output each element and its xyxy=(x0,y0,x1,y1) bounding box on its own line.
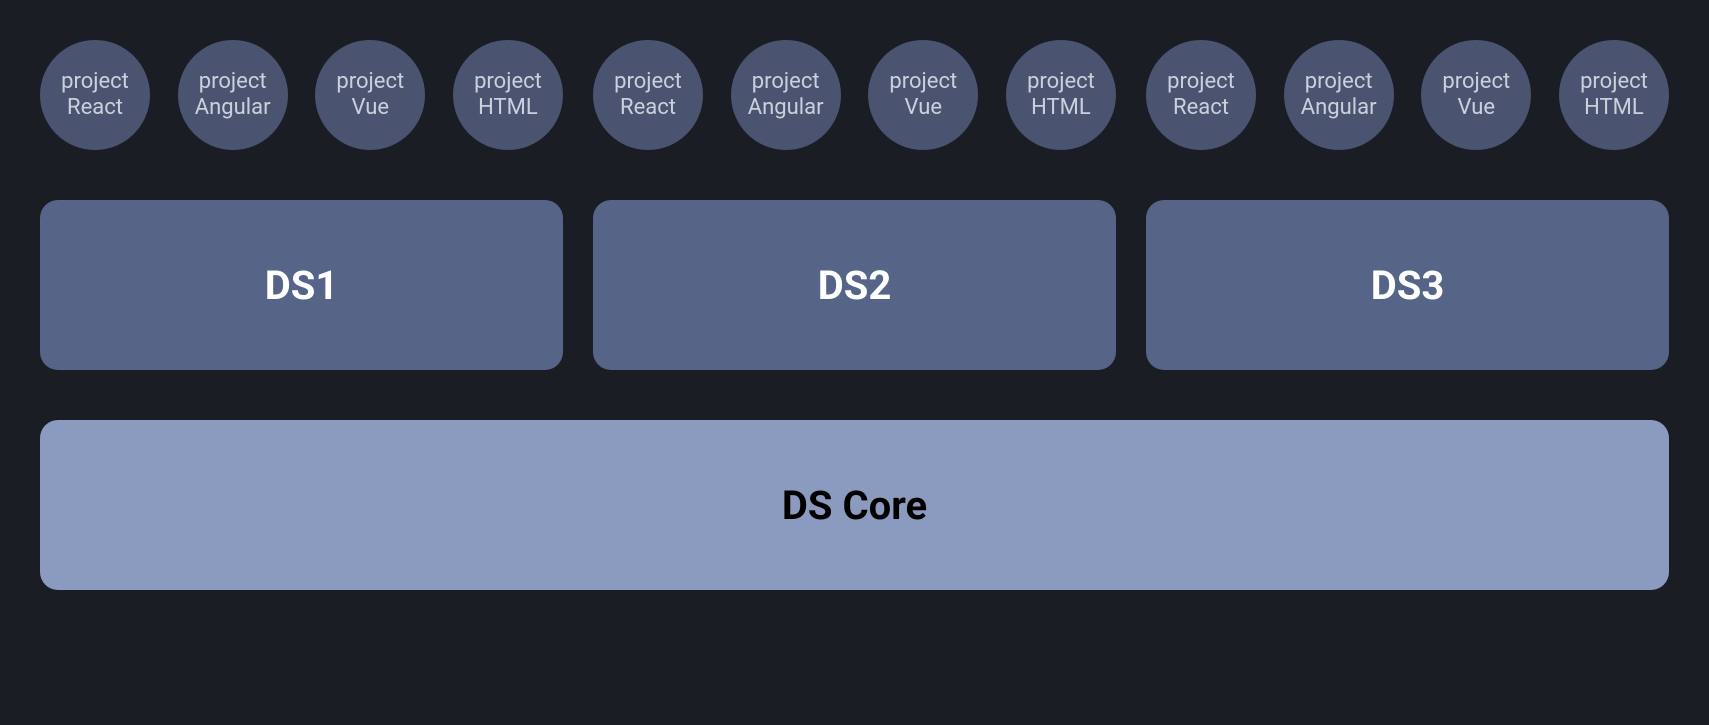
project-group-ds1: project React project Angular project Vu… xyxy=(40,40,563,150)
project-label-top: project xyxy=(1027,69,1095,95)
ds-row: DS1 DS2 DS3 xyxy=(40,200,1669,370)
project-label-top: project xyxy=(614,69,682,95)
project-label-tech: Vue xyxy=(905,95,943,121)
project-label-top: project xyxy=(752,69,820,95)
architecture-diagram: project React project Angular project Vu… xyxy=(40,40,1669,590)
project-label-top: project xyxy=(1305,69,1373,95)
project-circle: project Vue xyxy=(1421,40,1531,150)
project-label-top: project xyxy=(1442,69,1510,95)
ds-label: DS2 xyxy=(818,262,892,309)
project-circle: project Angular xyxy=(178,40,288,150)
project-label-tech: React xyxy=(67,95,123,121)
project-label-top: project xyxy=(1167,69,1235,95)
project-label-tech: Angular xyxy=(1301,95,1377,121)
project-label-tech: HTML xyxy=(1584,95,1644,121)
project-label-top: project xyxy=(336,69,404,95)
ds-box-ds2: DS2 xyxy=(593,200,1116,370)
project-label-top: project xyxy=(1580,69,1648,95)
core-label: DS Core xyxy=(782,482,927,529)
project-circle: project React xyxy=(40,40,150,150)
project-label-top: project xyxy=(889,69,957,95)
project-label-tech: React xyxy=(1173,95,1229,121)
ds-label: DS3 xyxy=(1371,262,1445,309)
project-group-ds3: project React project Angular project Vu… xyxy=(1146,40,1669,150)
project-label-tech: React xyxy=(620,95,676,121)
project-label-tech: Vue xyxy=(1458,95,1496,121)
ds-label: DS1 xyxy=(265,262,339,309)
project-circle: project React xyxy=(593,40,703,150)
project-label-tech: Vue xyxy=(352,95,390,121)
project-label-top: project xyxy=(199,69,267,95)
project-label-tech: HTML xyxy=(1031,95,1091,121)
project-label-tech: HTML xyxy=(478,95,538,121)
project-circle: project HTML xyxy=(1559,40,1669,150)
project-circle: project Vue xyxy=(868,40,978,150)
project-circle: project Vue xyxy=(315,40,425,150)
project-circle: project Angular xyxy=(731,40,841,150)
project-label-tech: Angular xyxy=(748,95,824,121)
project-circle: project HTML xyxy=(453,40,563,150)
project-circle: project Angular xyxy=(1284,40,1394,150)
core-box: DS Core xyxy=(40,420,1669,590)
project-group-ds2: project React project Angular project Vu… xyxy=(593,40,1116,150)
project-label-top: project xyxy=(61,69,129,95)
ds-box-ds3: DS3 xyxy=(1146,200,1669,370)
project-circle: project HTML xyxy=(1006,40,1116,150)
project-label-top: project xyxy=(474,69,542,95)
project-circle: project React xyxy=(1146,40,1256,150)
ds-box-ds1: DS1 xyxy=(40,200,563,370)
projects-row: project React project Angular project Vu… xyxy=(40,40,1669,150)
project-label-tech: Angular xyxy=(195,95,271,121)
core-row: DS Core xyxy=(40,420,1669,590)
